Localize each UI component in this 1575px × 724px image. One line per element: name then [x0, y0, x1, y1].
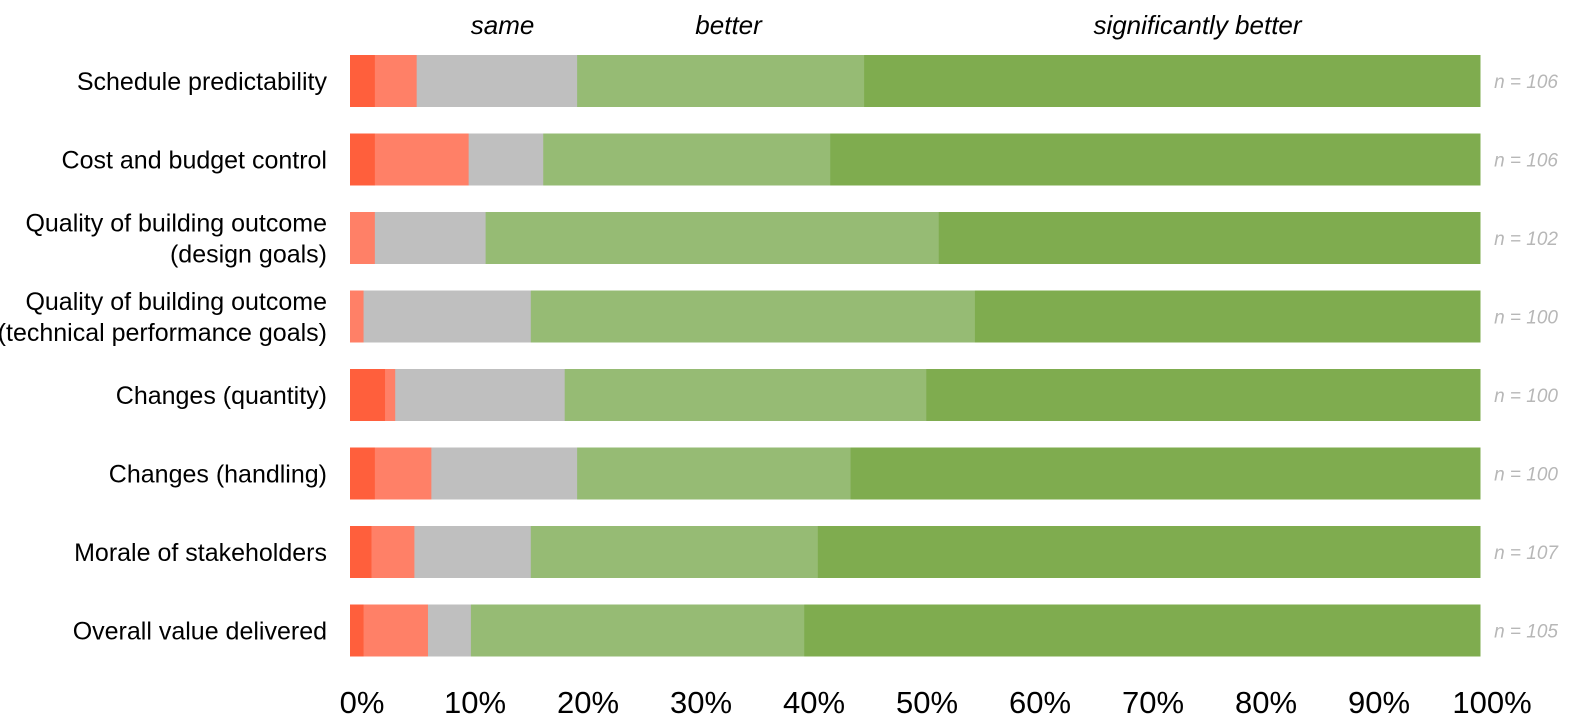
bar-segment	[350, 55, 376, 107]
bar-segment	[485, 212, 940, 264]
bar-segment	[864, 55, 1481, 107]
x-tick-label: 60%	[1009, 685, 1071, 720]
column-label: better	[695, 10, 763, 40]
bar-segment	[350, 447, 376, 500]
bar-segment	[363, 604, 429, 657]
category-label: Morale of stakeholders	[74, 539, 327, 567]
x-tick-label: 10%	[444, 685, 506, 720]
bar-segment	[564, 369, 927, 421]
sample-size-label: n = 106	[1494, 72, 1558, 93]
bar-row	[350, 604, 1481, 657]
x-tick-label: 20%	[557, 685, 619, 720]
x-tick-label: 30%	[670, 685, 732, 720]
bar-segment	[543, 133, 831, 186]
sample-size-label: n = 107	[1494, 543, 1559, 564]
column-labels: same better significantly better	[471, 10, 1303, 40]
category-labels: Schedule predictability Cost and budget c…	[0, 68, 327, 646]
bar-segment	[530, 290, 976, 343]
category-label: Quality of building outcome	[25, 288, 327, 316]
bar-row	[350, 290, 1481, 343]
bar-segment	[530, 526, 819, 578]
sample-size-label: n = 100	[1494, 465, 1558, 486]
sample-size-label: n = 106	[1494, 151, 1558, 172]
sample-size-label: n = 100	[1494, 308, 1558, 329]
bar-segment	[577, 55, 865, 107]
category-label: Overall value delivered	[73, 618, 327, 646]
bar-row	[350, 212, 1481, 264]
x-axis-tick-labels: 0% 10% 20% 30% 40% 50% 60% 70% 80% 90% 100%	[340, 685, 1532, 720]
bar-segment	[374, 133, 470, 186]
category-label: Quality of building outcome	[25, 210, 327, 238]
bar-row	[350, 526, 1481, 578]
x-tick-label: 50%	[896, 685, 958, 720]
bar-segment	[350, 212, 376, 264]
bar-segment	[374, 447, 432, 500]
bar-segment	[350, 133, 376, 186]
category-label: Changes (handling)	[109, 461, 327, 489]
bar-segment	[804, 604, 1481, 657]
bar-segment	[830, 133, 1481, 186]
category-label: Cost and budget control	[62, 147, 327, 175]
bar-segment	[416, 55, 578, 107]
bar-segment	[371, 526, 415, 578]
x-tick-label: 0%	[340, 685, 385, 720]
category-label: Schedule predictability	[77, 68, 328, 96]
x-tick-label: 70%	[1122, 685, 1184, 720]
bar-row	[350, 133, 1481, 186]
bar-segment	[468, 133, 544, 186]
category-label: Changes (quantity)	[116, 382, 327, 410]
bar-segment	[427, 604, 472, 657]
bar-segment	[414, 526, 532, 578]
bar-segment	[938, 212, 1481, 264]
category-label: (technical performance goals)	[0, 319, 327, 347]
bar-segment	[350, 290, 365, 343]
bar-segment	[577, 447, 852, 500]
bar-segment	[350, 369, 386, 421]
bar-row	[350, 369, 1481, 421]
bar-segment	[350, 526, 372, 578]
sample-size-label: n = 102	[1494, 229, 1558, 250]
bars	[350, 55, 1481, 657]
column-label: same	[471, 10, 535, 40]
bar-segment	[385, 369, 396, 421]
bar-segment	[850, 447, 1481, 500]
bar-segment	[374, 212, 487, 264]
bar-segment	[374, 55, 418, 107]
x-tick-label: 100%	[1452, 685, 1531, 720]
sample-size-label: n = 100	[1494, 386, 1558, 407]
x-tick-label: 90%	[1348, 685, 1410, 720]
sample-size-label: n = 105	[1494, 622, 1558, 643]
bar-segment	[470, 604, 805, 657]
column-label: significantly better	[1093, 10, 1302, 40]
bar-segment	[395, 369, 566, 421]
bar-row	[350, 447, 1481, 500]
bar-segment	[350, 604, 365, 657]
bar-segment	[926, 369, 1481, 421]
bar-segment	[363, 290, 532, 343]
bar-segment	[974, 290, 1481, 343]
x-tick-label: 40%	[783, 685, 845, 720]
bar-segment	[817, 526, 1481, 578]
x-tick-label: 80%	[1235, 685, 1297, 720]
bar-segment	[431, 447, 578, 500]
bar-row	[350, 55, 1481, 107]
sample-size-labels: n = 106 n = 106 n = 102 n = 100 n = 100 n = 1…	[1494, 72, 1559, 643]
category-label: (design goals)	[170, 241, 327, 269]
